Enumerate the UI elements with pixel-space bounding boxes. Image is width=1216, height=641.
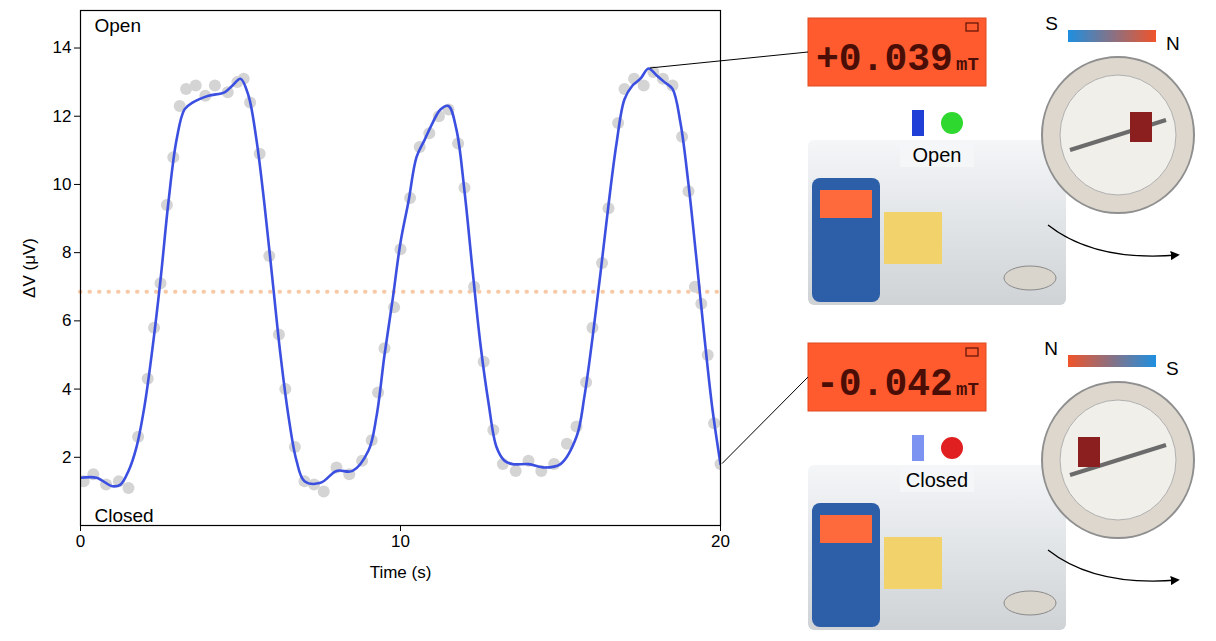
- svg-text:0: 0: [76, 532, 85, 551]
- svg-text:10: 10: [53, 175, 72, 194]
- svg-text:12: 12: [53, 107, 72, 126]
- svg-text:mT: mT: [956, 379, 979, 401]
- svg-text:14: 14: [53, 38, 72, 57]
- svg-text:N: N: [1044, 338, 1058, 359]
- svg-text:+0.039: +0.039: [816, 38, 953, 81]
- svg-text:Open: Open: [913, 144, 962, 166]
- svg-text:N: N: [1166, 33, 1180, 54]
- svg-text:Time (s): Time (s): [370, 563, 432, 582]
- svg-text:-0.042: -0.042: [816, 363, 953, 406]
- svg-text:Open: Open: [95, 15, 141, 36]
- svg-text:Closed: Closed: [906, 469, 968, 491]
- svg-text:20: 20: [711, 532, 730, 551]
- svg-text:mT: mT: [956, 54, 979, 76]
- svg-text:S: S: [1045, 13, 1058, 34]
- svg-text:S: S: [1166, 358, 1179, 379]
- svg-text:6: 6: [62, 311, 71, 330]
- svg-text:Closed: Closed: [95, 505, 154, 526]
- svg-text:4: 4: [62, 380, 71, 399]
- svg-text:2: 2: [62, 448, 71, 467]
- svg-text:8: 8: [62, 243, 71, 262]
- svg-text:10: 10: [391, 532, 410, 551]
- svg-text:ΔV (μV): ΔV (μV): [20, 238, 39, 298]
